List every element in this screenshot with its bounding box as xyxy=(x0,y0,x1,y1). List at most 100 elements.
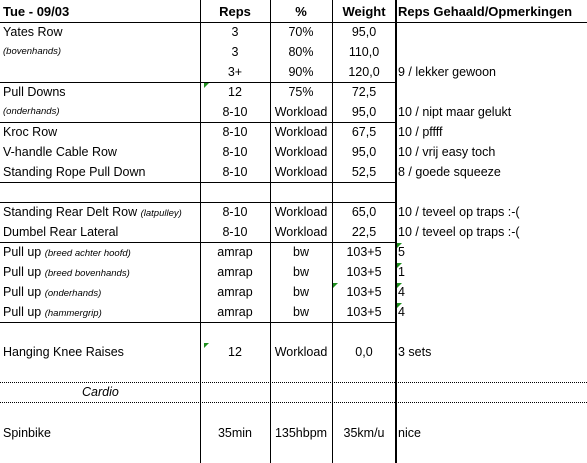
comment-indicator-icon[interactable] xyxy=(204,343,209,348)
weight-cell[interactable]: 52,5 xyxy=(351,165,377,179)
header-percent[interactable]: % xyxy=(295,4,307,19)
percent-cell[interactable]: 70% xyxy=(288,25,314,39)
comment-indicator-icon[interactable] xyxy=(333,283,338,288)
percent-cell[interactable]: 90% xyxy=(288,65,314,79)
exercise-name[interactable]: Pull Downs xyxy=(3,85,66,99)
exercise-name[interactable]: Dumbel Rear Lateral xyxy=(3,225,119,239)
weight-cell[interactable]: 103+5 xyxy=(346,285,382,299)
weight-cell[interactable]: 103+5 xyxy=(346,265,382,279)
weight-cell[interactable]: 35km/u xyxy=(343,426,385,440)
reps-cell[interactable]: 8-10 xyxy=(222,145,248,159)
exercise-name[interactable]: Pull up (hammergrip) xyxy=(0,302,200,322)
exercise-name[interactable]: Spinbike xyxy=(3,426,51,440)
reps-cell[interactable]: 8-10 xyxy=(222,165,248,179)
header-notes[interactable]: Reps Gehaald/Opmerkingen xyxy=(398,4,573,19)
weight-cell[interactable]: 120,0 xyxy=(348,65,380,79)
exercise-name[interactable] xyxy=(0,182,200,202)
section-cardio-label[interactable]: Cardio xyxy=(82,385,119,399)
weight-cell[interactable]: 67,5 xyxy=(351,125,377,139)
reps-cell[interactable]: 8-10 xyxy=(222,125,248,139)
notes-cell[interactable] xyxy=(396,82,587,102)
reps-cell[interactable]: amrap xyxy=(217,285,253,299)
header-reps[interactable]: Reps xyxy=(219,4,251,19)
header-separator xyxy=(0,22,587,23)
exercise-name[interactable]: Pull up (breed bovenhands) xyxy=(0,262,200,282)
exercise-variant: (breed achter hoofd) xyxy=(44,248,131,259)
exercise-variant: (breed bovenhands) xyxy=(44,268,130,279)
exercise-name[interactable]: Standing Rear Delt Row (latpulley) xyxy=(0,202,200,222)
notes-cell[interactable]: 8 / goede squeeze xyxy=(398,165,501,179)
percent-cell[interactable]: Workload xyxy=(274,145,328,159)
weight-cell[interactable]: 22,5 xyxy=(351,225,377,239)
percent-cell[interactable]: Workload xyxy=(274,345,328,359)
exercise-name[interactable]: (onderhands) xyxy=(3,106,60,117)
reps-cell[interactable]: 12 xyxy=(228,345,242,359)
reps-cell[interactable]: 12 xyxy=(228,85,242,99)
exercise-name[interactable]: (bovenhands) xyxy=(3,46,62,57)
notes-cell[interactable]: 3 sets xyxy=(398,345,432,359)
reps-cell[interactable]: amrap xyxy=(217,305,253,319)
exercise-name[interactable]: Pull up (onderhands) xyxy=(0,282,200,302)
notes-cell[interactable]: 1 xyxy=(398,265,405,279)
comment-indicator-icon[interactable] xyxy=(397,263,402,268)
exercise-name[interactable] xyxy=(0,62,200,82)
notes-cell[interactable]: 5 xyxy=(398,245,405,259)
notes-cell[interactable]: nice xyxy=(398,426,421,440)
sheet-title[interactable]: Tue - 09/03 xyxy=(3,4,70,19)
notes-cell[interactable]: 9 / lekker gewoon xyxy=(398,65,496,79)
weight-cell[interactable]: 0,0 xyxy=(355,345,373,359)
reps-cell[interactable]: 3+ xyxy=(227,65,243,79)
column-divider xyxy=(270,0,271,463)
percent-cell[interactable]: Workload xyxy=(274,225,328,239)
exercise-name[interactable]: Hanging Knee Raises xyxy=(3,345,124,359)
reps-cell[interactable]: amrap xyxy=(217,245,253,259)
weight-cell[interactable]: 103+5 xyxy=(346,305,382,319)
weight-cell[interactable]: 103+5 xyxy=(346,245,382,259)
exercise-name-main: Pull up xyxy=(3,245,42,259)
percent-cell[interactable]: bw xyxy=(293,285,309,299)
comment-indicator-icon[interactable] xyxy=(397,283,402,288)
exercise-name[interactable]: Yates Row xyxy=(3,25,63,39)
reps-cell[interactable]: 3 xyxy=(231,45,239,59)
weight-cell[interactable]: 110,0 xyxy=(348,45,380,59)
exercise-name[interactable]: Pull up (breed achter hoofd) xyxy=(0,242,200,262)
notes-cell[interactable]: 10 / teveel op traps :-( xyxy=(398,225,520,239)
exercise-name[interactable]: Kroc Row xyxy=(3,125,58,139)
percent-cell[interactable]: 135hbpm xyxy=(274,426,328,440)
percent-cell[interactable]: bw xyxy=(293,265,309,279)
weight-cell[interactable]: 95,0 xyxy=(351,25,377,39)
exercise-name[interactable]: Standing Rope Pull Down xyxy=(3,165,146,179)
percent-cell[interactable]: Workload xyxy=(274,205,328,219)
weight-cell[interactable]: 65,0 xyxy=(351,205,377,219)
reps-cell[interactable]: 8-10 xyxy=(222,205,248,219)
comment-indicator-icon[interactable] xyxy=(397,243,402,248)
reps-cell[interactable]: 8-10 xyxy=(222,105,248,119)
percent-cell[interactable]: bw xyxy=(293,305,309,319)
weight-cell[interactable]: 72,5 xyxy=(351,85,377,99)
weight-cell[interactable]: 95,0 xyxy=(351,145,377,159)
row-separator xyxy=(0,242,396,243)
header-weight[interactable]: Weight xyxy=(342,4,386,19)
percent-cell[interactable]: bw xyxy=(293,245,309,259)
notes-cell[interactable]: 4 xyxy=(398,305,405,319)
percent-cell[interactable]: Workload xyxy=(274,105,328,119)
notes-cell[interactable]: 10 / vrij easy toch xyxy=(398,145,496,159)
percent-cell[interactable]: 75% xyxy=(288,85,314,99)
percent-cell[interactable]: 80% xyxy=(288,45,314,59)
comment-indicator-icon[interactable] xyxy=(204,83,209,88)
notes-cell[interactable]: 4 xyxy=(398,285,405,299)
notes-cell[interactable]: 10 / pffff xyxy=(398,125,443,139)
notes-cell[interactable] xyxy=(396,22,587,42)
reps-cell[interactable]: 3 xyxy=(231,25,239,39)
weight-cell[interactable]: 95,0 xyxy=(351,105,377,119)
reps-cell[interactable]: amrap xyxy=(217,265,253,279)
comment-indicator-icon[interactable] xyxy=(397,303,402,308)
percent-cell[interactable]: Workload xyxy=(274,125,328,139)
notes-cell[interactable]: 10 / teveel op traps :-( xyxy=(398,205,520,219)
exercise-name[interactable]: V-handle Cable Row xyxy=(3,145,117,159)
percent-cell[interactable]: Workload xyxy=(274,165,328,179)
reps-cell[interactable]: 35min xyxy=(217,426,253,440)
notes-cell[interactable] xyxy=(396,42,587,62)
reps-cell[interactable]: 8-10 xyxy=(222,225,248,239)
notes-cell[interactable]: 10 / nipt maar gelukt xyxy=(398,105,512,119)
